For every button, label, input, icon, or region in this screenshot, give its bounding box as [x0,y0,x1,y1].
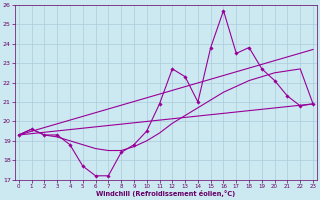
X-axis label: Windchill (Refroidissement éolien,°C): Windchill (Refroidissement éolien,°C) [96,190,236,197]
